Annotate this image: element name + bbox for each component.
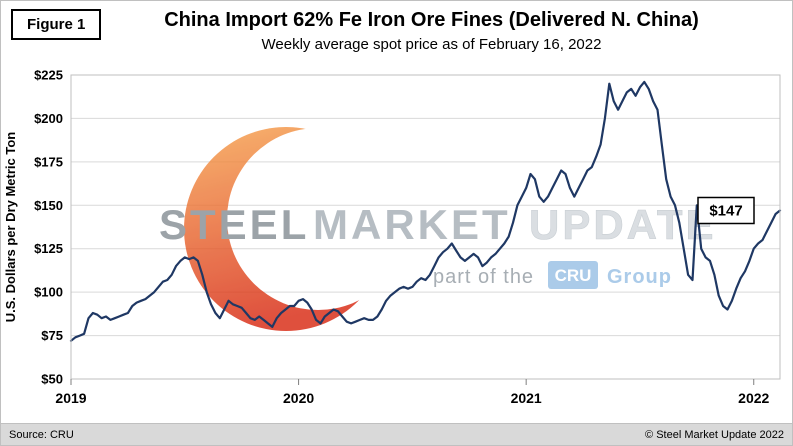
x-tick-label: 2020 (283, 390, 314, 406)
plot-border (70, 74, 781, 380)
title-block: China Import 62% Fe Iron Ore Fines (Deli… (1, 9, 792, 53)
footer-bar: Source: CRU © Steel Market Update 2022 (1, 423, 792, 445)
y-tick-label: $200 (34, 111, 63, 126)
cru-crescent-logo (184, 127, 388, 331)
price-line-chart: $50 $75 $100 $125 $150 $175 $200 $225 STEEL MARKE… (34, 68, 782, 406)
copyright-note: © Steel Market Update 2022 (645, 428, 784, 441)
y-tick-label: $150 (34, 198, 63, 213)
price-series-line (69, 80, 782, 342)
chart-header: Figure 1 China Import 62% Fe Iron Ore Fi… (1, 1, 792, 61)
source-note: Source: CRU (9, 428, 74, 441)
y-tick-label: $50 (41, 372, 63, 387)
y-tick-label: $175 (34, 154, 63, 169)
watermark-text: STEEL (159, 201, 309, 248)
cru-badge (548, 261, 598, 289)
y-tick-label: $100 (34, 285, 63, 300)
y-tick-label: $225 (34, 68, 63, 83)
x-tick-label: 2019 (55, 390, 86, 406)
watermark-text: MARKET (313, 201, 511, 248)
x-tick-label: 2022 (738, 390, 769, 406)
chart-title: China Import 62% Fe Iron Ore Fines (Deli… (164, 9, 699, 31)
y-tick-label: $75 (41, 328, 63, 343)
last-price-callout-box (697, 196, 755, 225)
y-tick-label: $125 (34, 241, 63, 256)
x-tick-label: 2021 (511, 390, 542, 406)
watermark: STEEL MARKET UPDATE part of the CRU Group (159, 127, 717, 331)
figure-badge: Figure 1 (11, 9, 102, 40)
chart-subtitle: Weekly average spot price as of February… (261, 36, 602, 53)
watermark-text: Group (607, 266, 672, 288)
watermark-text: part of the (433, 266, 534, 288)
watermark-text: UPDATE (529, 201, 717, 248)
last-price-callout-label: $147 (709, 202, 742, 219)
cru-badge-label: CRU (555, 266, 592, 285)
